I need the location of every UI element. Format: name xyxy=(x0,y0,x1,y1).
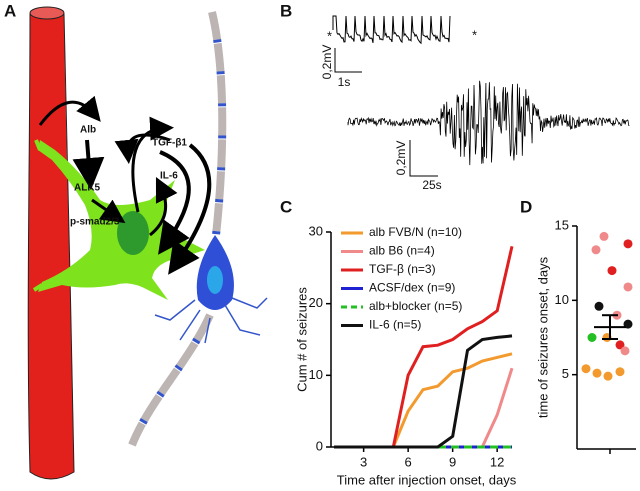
diagram: Alb ALK5 p-smad2/3 TGF-β1 IL-6 xyxy=(27,6,268,480)
series-line xyxy=(334,245,514,449)
y-tick-label: 15 xyxy=(555,217,569,232)
data-point xyxy=(599,231,609,241)
scale-bar xyxy=(334,48,362,73)
panel-label: A xyxy=(4,1,16,20)
eeg-inset-trace xyxy=(332,15,451,45)
y-tick-label: 30 xyxy=(309,223,323,238)
panel-label: D xyxy=(520,197,532,216)
data-point xyxy=(623,239,633,249)
scale-label: 0,2mV xyxy=(394,141,408,176)
data-point xyxy=(594,301,604,311)
data-point xyxy=(592,368,602,378)
scale-label: 1s xyxy=(338,75,351,89)
legend-label: alb B6 (n=4) xyxy=(369,244,435,258)
diagram-label: p-smad2/3 xyxy=(70,217,120,228)
scale-label: 0,2mV xyxy=(320,45,334,80)
x-tick-label: 3 xyxy=(360,454,367,469)
data-point xyxy=(623,282,633,292)
y-axis-label: Cum # of seizures xyxy=(294,287,309,392)
legend-label: alb FVB/N (n=10) xyxy=(369,225,462,239)
nucleus xyxy=(117,211,149,255)
y-tick-label: 5 xyxy=(562,366,569,381)
legend-label: TGF-β (n=3) xyxy=(369,262,436,276)
panel-label: C xyxy=(280,197,292,216)
x-tick-label: 9 xyxy=(449,454,456,469)
x-tick-label: 12 xyxy=(490,454,504,469)
y-tick-label: 0 xyxy=(316,438,323,453)
seizure-marker: * xyxy=(327,28,332,43)
seizure-marker: * xyxy=(472,27,477,42)
scale-bar xyxy=(409,140,438,177)
data-point xyxy=(615,367,625,377)
series-line xyxy=(334,367,514,449)
legend-label: IL-6 (n=5) xyxy=(369,318,421,332)
blood-vessel xyxy=(27,7,75,480)
eeg-trace xyxy=(347,80,630,166)
diagram-label: ALK5 xyxy=(74,183,101,194)
diagram-label: Alb xyxy=(80,125,96,136)
eeg-recording: * * 0,2mV 1s 0,2mV 25s xyxy=(320,15,630,192)
series-line xyxy=(334,352,513,449)
data-point xyxy=(615,340,625,350)
y-axis-label: time of seizures onset, days xyxy=(535,256,550,418)
diagram-label: IL-6 xyxy=(160,171,178,182)
x-axis-label: Time after injection onset, days xyxy=(337,472,517,487)
scale-label: 25s xyxy=(422,178,441,192)
y-tick-label: 10 xyxy=(309,367,323,382)
panel-label: B xyxy=(280,1,292,20)
data-point xyxy=(603,371,613,381)
vessel-lumen xyxy=(29,6,65,20)
y-tick-label: 10 xyxy=(555,292,569,307)
series-line xyxy=(334,334,513,449)
legend-label: alb+blocker (n=5) xyxy=(369,299,462,313)
y-tick-label: 20 xyxy=(309,295,323,310)
x-tick-label: 6 xyxy=(405,454,412,469)
data-point xyxy=(607,266,617,276)
data-point xyxy=(591,245,601,255)
diagram-label: TGF-β1 xyxy=(152,138,187,149)
data-point xyxy=(581,364,591,374)
data-point xyxy=(620,346,630,356)
data-point xyxy=(587,333,597,342)
legend-label: ACSF/dex (n=9) xyxy=(369,281,455,295)
